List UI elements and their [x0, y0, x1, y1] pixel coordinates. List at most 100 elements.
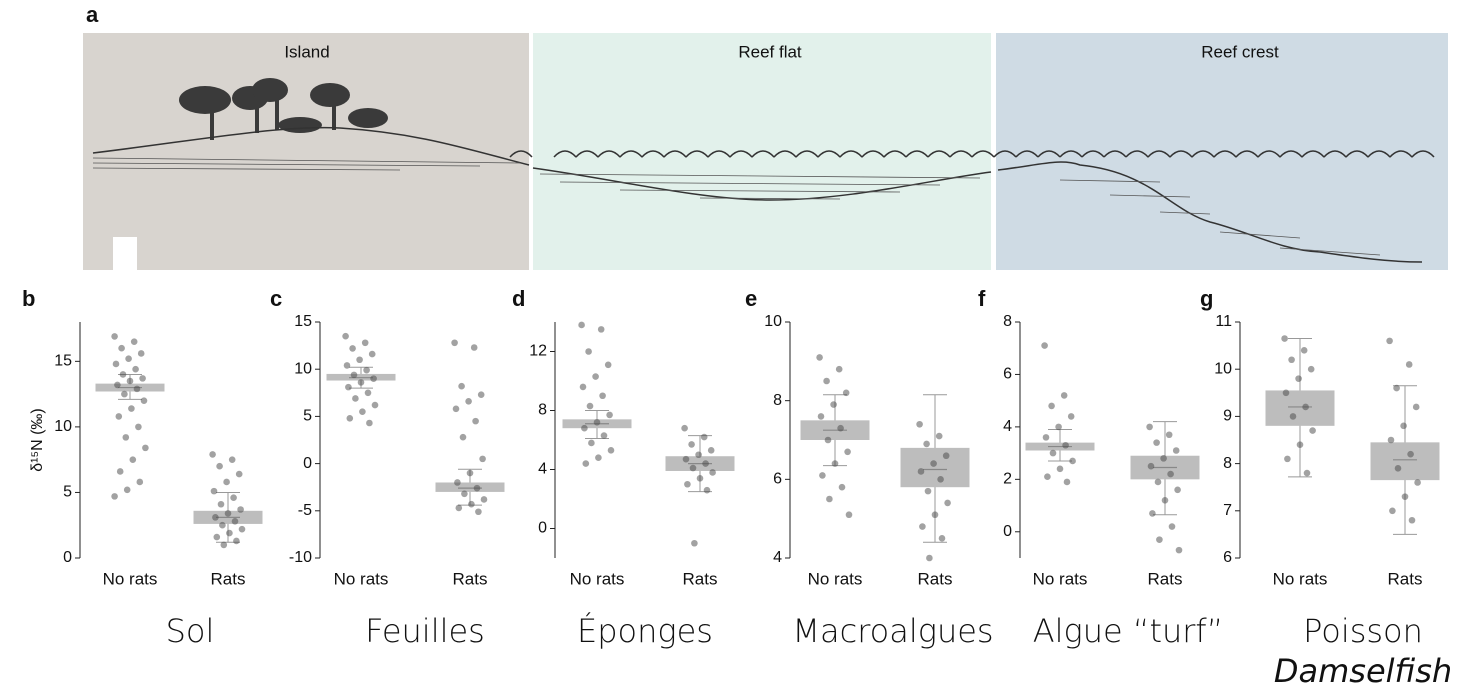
data-point: [1060, 392, 1068, 399]
y-tick-label: 10: [1214, 360, 1232, 377]
x-tick-label: Rats: [211, 569, 246, 588]
data-point: [116, 468, 124, 475]
zone-label: Reef crest: [1201, 42, 1279, 61]
data-point: [1041, 342, 1048, 349]
data-point: [597, 326, 605, 333]
y-tick-label: 10: [54, 418, 72, 435]
data-point: [465, 397, 472, 405]
profiles: [92, 126, 1423, 263]
data-point: [581, 424, 588, 432]
data-point: [1174, 486, 1181, 494]
data-point: [213, 533, 221, 541]
y-tick-label: 6: [773, 471, 782, 488]
data-point: [359, 408, 366, 415]
data-point: [363, 366, 370, 374]
data-point: [835, 365, 843, 373]
data-point: [237, 506, 244, 513]
data-point: [1056, 465, 1064, 473]
data-point: [816, 354, 823, 361]
data-point: [368, 350, 376, 358]
x-tick-label: Rats: [453, 569, 488, 588]
data-point: [593, 419, 601, 426]
palms: [179, 78, 388, 140]
data-point: [826, 495, 833, 503]
panel-label: g: [1200, 286, 1213, 311]
data-point: [233, 537, 240, 545]
data-point: [1401, 493, 1409, 500]
data-point: [137, 350, 145, 357]
data-point: [1408, 516, 1416, 524]
y-tick-label: 0: [1003, 523, 1012, 540]
data-point: [466, 469, 474, 477]
data-point: [1281, 335, 1288, 342]
data-point: [459, 433, 467, 441]
data-point: [1153, 439, 1160, 446]
data-point: [452, 405, 460, 413]
data-point: [223, 478, 230, 486]
data-point: [361, 339, 369, 347]
data-point: [923, 440, 930, 448]
data-point: [931, 511, 939, 519]
panel-label: a: [86, 2, 99, 27]
data-point: [479, 455, 486, 463]
data-point: [707, 447, 715, 454]
data-point: [930, 460, 937, 467]
y-tick-label: 8: [538, 402, 547, 419]
data-point: [1414, 479, 1421, 486]
data-point: [935, 432, 943, 440]
y-tick-label: 5: [303, 408, 312, 425]
x-tick-label: No rats: [334, 569, 389, 588]
data-point: [1048, 402, 1055, 410]
data-point: [1147, 462, 1155, 470]
data-point: [1400, 422, 1407, 430]
data-point: [689, 464, 697, 472]
caption: Feuilles: [365, 612, 485, 650]
data-point: [135, 423, 142, 431]
data-point: [371, 401, 379, 409]
y-tick-label: 8: [773, 392, 782, 409]
panel-label: d: [512, 286, 525, 311]
data-point: [455, 504, 463, 512]
data-point: [1172, 447, 1180, 454]
data-point: [119, 371, 127, 378]
y-tick-label: 6: [1003, 366, 1012, 383]
island-zone: [83, 33, 529, 270]
panel-label: f: [978, 286, 986, 311]
data-point: [220, 541, 228, 549]
data-point: [924, 487, 932, 495]
data-point: [607, 447, 615, 454]
data-point: [346, 414, 354, 422]
data-point: [917, 468, 925, 475]
data-point: [1165, 431, 1173, 439]
data-point: [1307, 365, 1315, 373]
data-point: [357, 379, 365, 386]
data-point: [1405, 361, 1413, 368]
x-tick-label: No rats: [1273, 569, 1328, 588]
data-point: [579, 383, 587, 391]
data-point: [1167, 470, 1174, 478]
subcaption: Damselfish: [1274, 652, 1452, 690]
data-point: [1175, 546, 1183, 554]
y-tick-label: 8: [1223, 455, 1232, 472]
box: [1265, 390, 1335, 426]
waves: [509, 150, 1435, 158]
y-tick-label: 0: [63, 549, 72, 566]
data-point: [1387, 436, 1395, 444]
data-point: [112, 360, 120, 368]
data-point: [830, 401, 837, 408]
x-tick-label: Rats: [918, 569, 953, 588]
data-point: [458, 382, 465, 390]
zone-label: Reef flat: [738, 42, 802, 61]
data-point: [937, 476, 944, 483]
panel-label: e: [745, 286, 757, 311]
box: [1370, 442, 1440, 481]
data-point: [938, 535, 946, 542]
data-point: [1161, 497, 1169, 504]
data-point: [1069, 457, 1076, 465]
caption: Algue “turf”: [1033, 612, 1224, 650]
data-point: [919, 523, 926, 530]
y-tick-label: -10: [289, 549, 312, 566]
caption: Sol: [166, 612, 215, 650]
data-point: [1393, 384, 1400, 392]
